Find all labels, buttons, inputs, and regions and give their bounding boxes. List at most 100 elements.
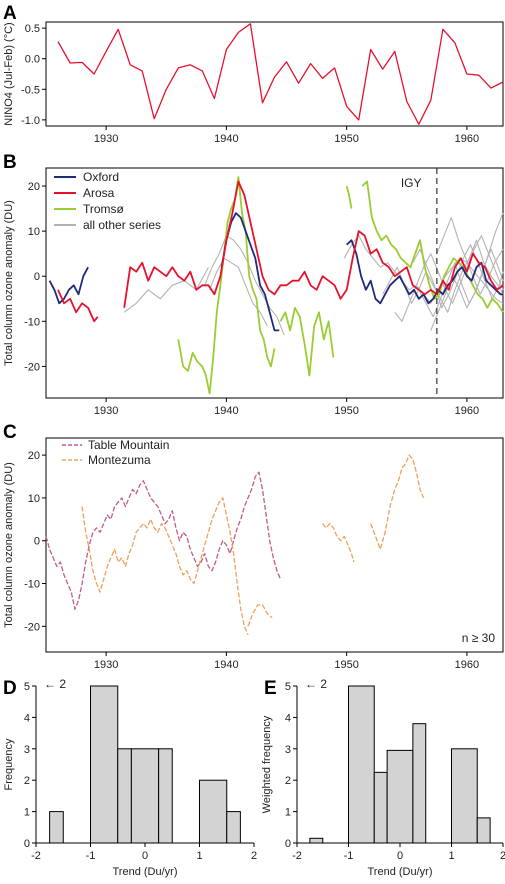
x-tick-label: 1950	[334, 659, 358, 671]
histogram-bar	[348, 685, 375, 844]
legend-label: Montezuma	[88, 453, 151, 467]
x-tick-label: 1950	[334, 133, 358, 145]
x-tick-label: 2	[251, 850, 257, 862]
y-tick-label: 2	[24, 775, 30, 787]
series-line-montezuma	[370, 454, 425, 550]
y-tick-label: 5	[24, 681, 30, 693]
y-axis-label: NINO4 (Jul-Feb) (°C)	[3, 22, 15, 125]
y-tick-label: 10	[28, 226, 40, 238]
y-tick-label: 0.0	[25, 54, 40, 66]
y-axis-label: Total column ozone anomaly (DU)	[3, 200, 15, 366]
legend-label: Oxford	[83, 170, 119, 184]
x-axis-label: Trend (Du/yr)	[113, 866, 178, 878]
series-line-all-other-series	[418, 248, 504, 318]
y-tick-label: 0	[34, 271, 40, 283]
series-line-oxford	[220, 212, 280, 332]
y-tick-label: 0	[34, 536, 40, 548]
y-tick-label: -0.5	[21, 84, 40, 96]
histogram-bar	[309, 837, 324, 844]
y-tick-label: -10	[24, 579, 40, 591]
series-line-montezuma	[81, 497, 249, 636]
series-line-all-other-series	[123, 266, 209, 313]
panel-label-b: B	[3, 152, 17, 173]
series-line-oxford	[48, 266, 89, 305]
x-tick-label: 1	[448, 850, 454, 862]
panel-label-a: A	[3, 3, 17, 24]
x-tick-label: -2	[292, 850, 302, 862]
series-line-oxford	[346, 239, 503, 305]
series-line-troms-	[345, 185, 353, 209]
y-tick-label: 3	[24, 744, 30, 756]
sample-size-annotation: n ≥ 30	[462, 631, 496, 645]
y-axis-label: Weighted frequency	[261, 715, 273, 813]
x-tick-label: 1950	[334, 405, 358, 417]
x-tick-label: 2	[500, 850, 505, 862]
y-tick-label: 5	[285, 681, 291, 693]
histogram-bar	[90, 685, 119, 844]
legend-label: all other series	[83, 218, 161, 232]
y-tick-label: 0	[24, 838, 30, 850]
histogram-bar	[226, 811, 241, 844]
x-axis-label: Trend (Du/yr)	[368, 866, 433, 878]
y-tick-label: -1.0	[21, 115, 40, 127]
y-tick-label: 20	[28, 181, 40, 193]
series-line-all-other-series	[430, 212, 504, 331]
series-line-all-other-series	[412, 244, 504, 309]
histogram-bar	[199, 779, 228, 844]
x-tick-label: -2	[31, 850, 41, 862]
y-tick-label: 4	[285, 712, 291, 724]
plot-frame	[45, 437, 504, 653]
y-tick-label: 0.5	[25, 23, 40, 35]
y-tick-label: 1	[285, 807, 291, 819]
series-line-montezuma	[247, 604, 273, 627]
y-tick-label: 4	[24, 712, 30, 724]
y-tick-label: 1	[24, 807, 30, 819]
x-tick-label: 0	[142, 850, 148, 862]
x-tick-label: 1930	[94, 133, 118, 145]
series-line-table-mountain	[45, 471, 282, 610]
histogram-bar	[451, 748, 478, 844]
out-of-range-annotation: ← 2	[305, 677, 327, 691]
x-tick-label: 1	[196, 850, 202, 862]
series-line-arosa	[57, 289, 99, 323]
y-tick-label: -10	[24, 316, 40, 328]
x-tick-label: -1	[344, 850, 354, 862]
y-tick-label: 0	[285, 838, 291, 850]
series-line-all-other-series	[204, 235, 285, 336]
histogram-bar	[373, 771, 388, 844]
legend-label: Tromsø	[83, 202, 125, 216]
x-tick-label: 1930	[94, 659, 118, 671]
x-tick-label: 1960	[455, 659, 479, 671]
histogram-bar	[130, 748, 160, 844]
histogram-bar	[158, 748, 173, 844]
series-line-troms-	[361, 180, 504, 313]
legend-label: Table Mountain	[88, 438, 169, 452]
x-tick-label: 1940	[214, 133, 238, 145]
histogram-bar	[386, 749, 414, 844]
x-tick-label: 1960	[455, 405, 479, 417]
panel-label-d: D	[3, 678, 17, 699]
x-tick-label: 1930	[94, 405, 118, 417]
histogram-bar	[117, 748, 132, 844]
y-tick-label: 3	[285, 744, 291, 756]
plot-frame	[45, 21, 504, 127]
series-line-all-other-series	[394, 235, 504, 322]
y-tick-label: -20	[24, 361, 40, 373]
y-tick-label: 2	[285, 775, 291, 787]
y-tick-label: 10	[28, 493, 40, 505]
y-axis-label: Total column ozone anomaly (DU)	[3, 462, 15, 628]
x-tick-label: 0	[397, 850, 403, 862]
y-tick-label: -20	[24, 621, 40, 633]
out-of-range-annotation: ← 2	[44, 677, 66, 691]
x-tick-label: 1940	[214, 405, 238, 417]
panel-label-e: E	[264, 678, 277, 699]
series-line-troms-	[177, 176, 276, 395]
igy-annotation: IGY	[401, 176, 422, 190]
panel-label-c: C	[3, 422, 17, 443]
histogram-bar	[412, 723, 427, 844]
histogram-bar	[476, 817, 491, 844]
series-line-arosa	[123, 180, 504, 308]
nino4-line	[57, 23, 504, 125]
series-line-montezuma	[322, 522, 355, 563]
